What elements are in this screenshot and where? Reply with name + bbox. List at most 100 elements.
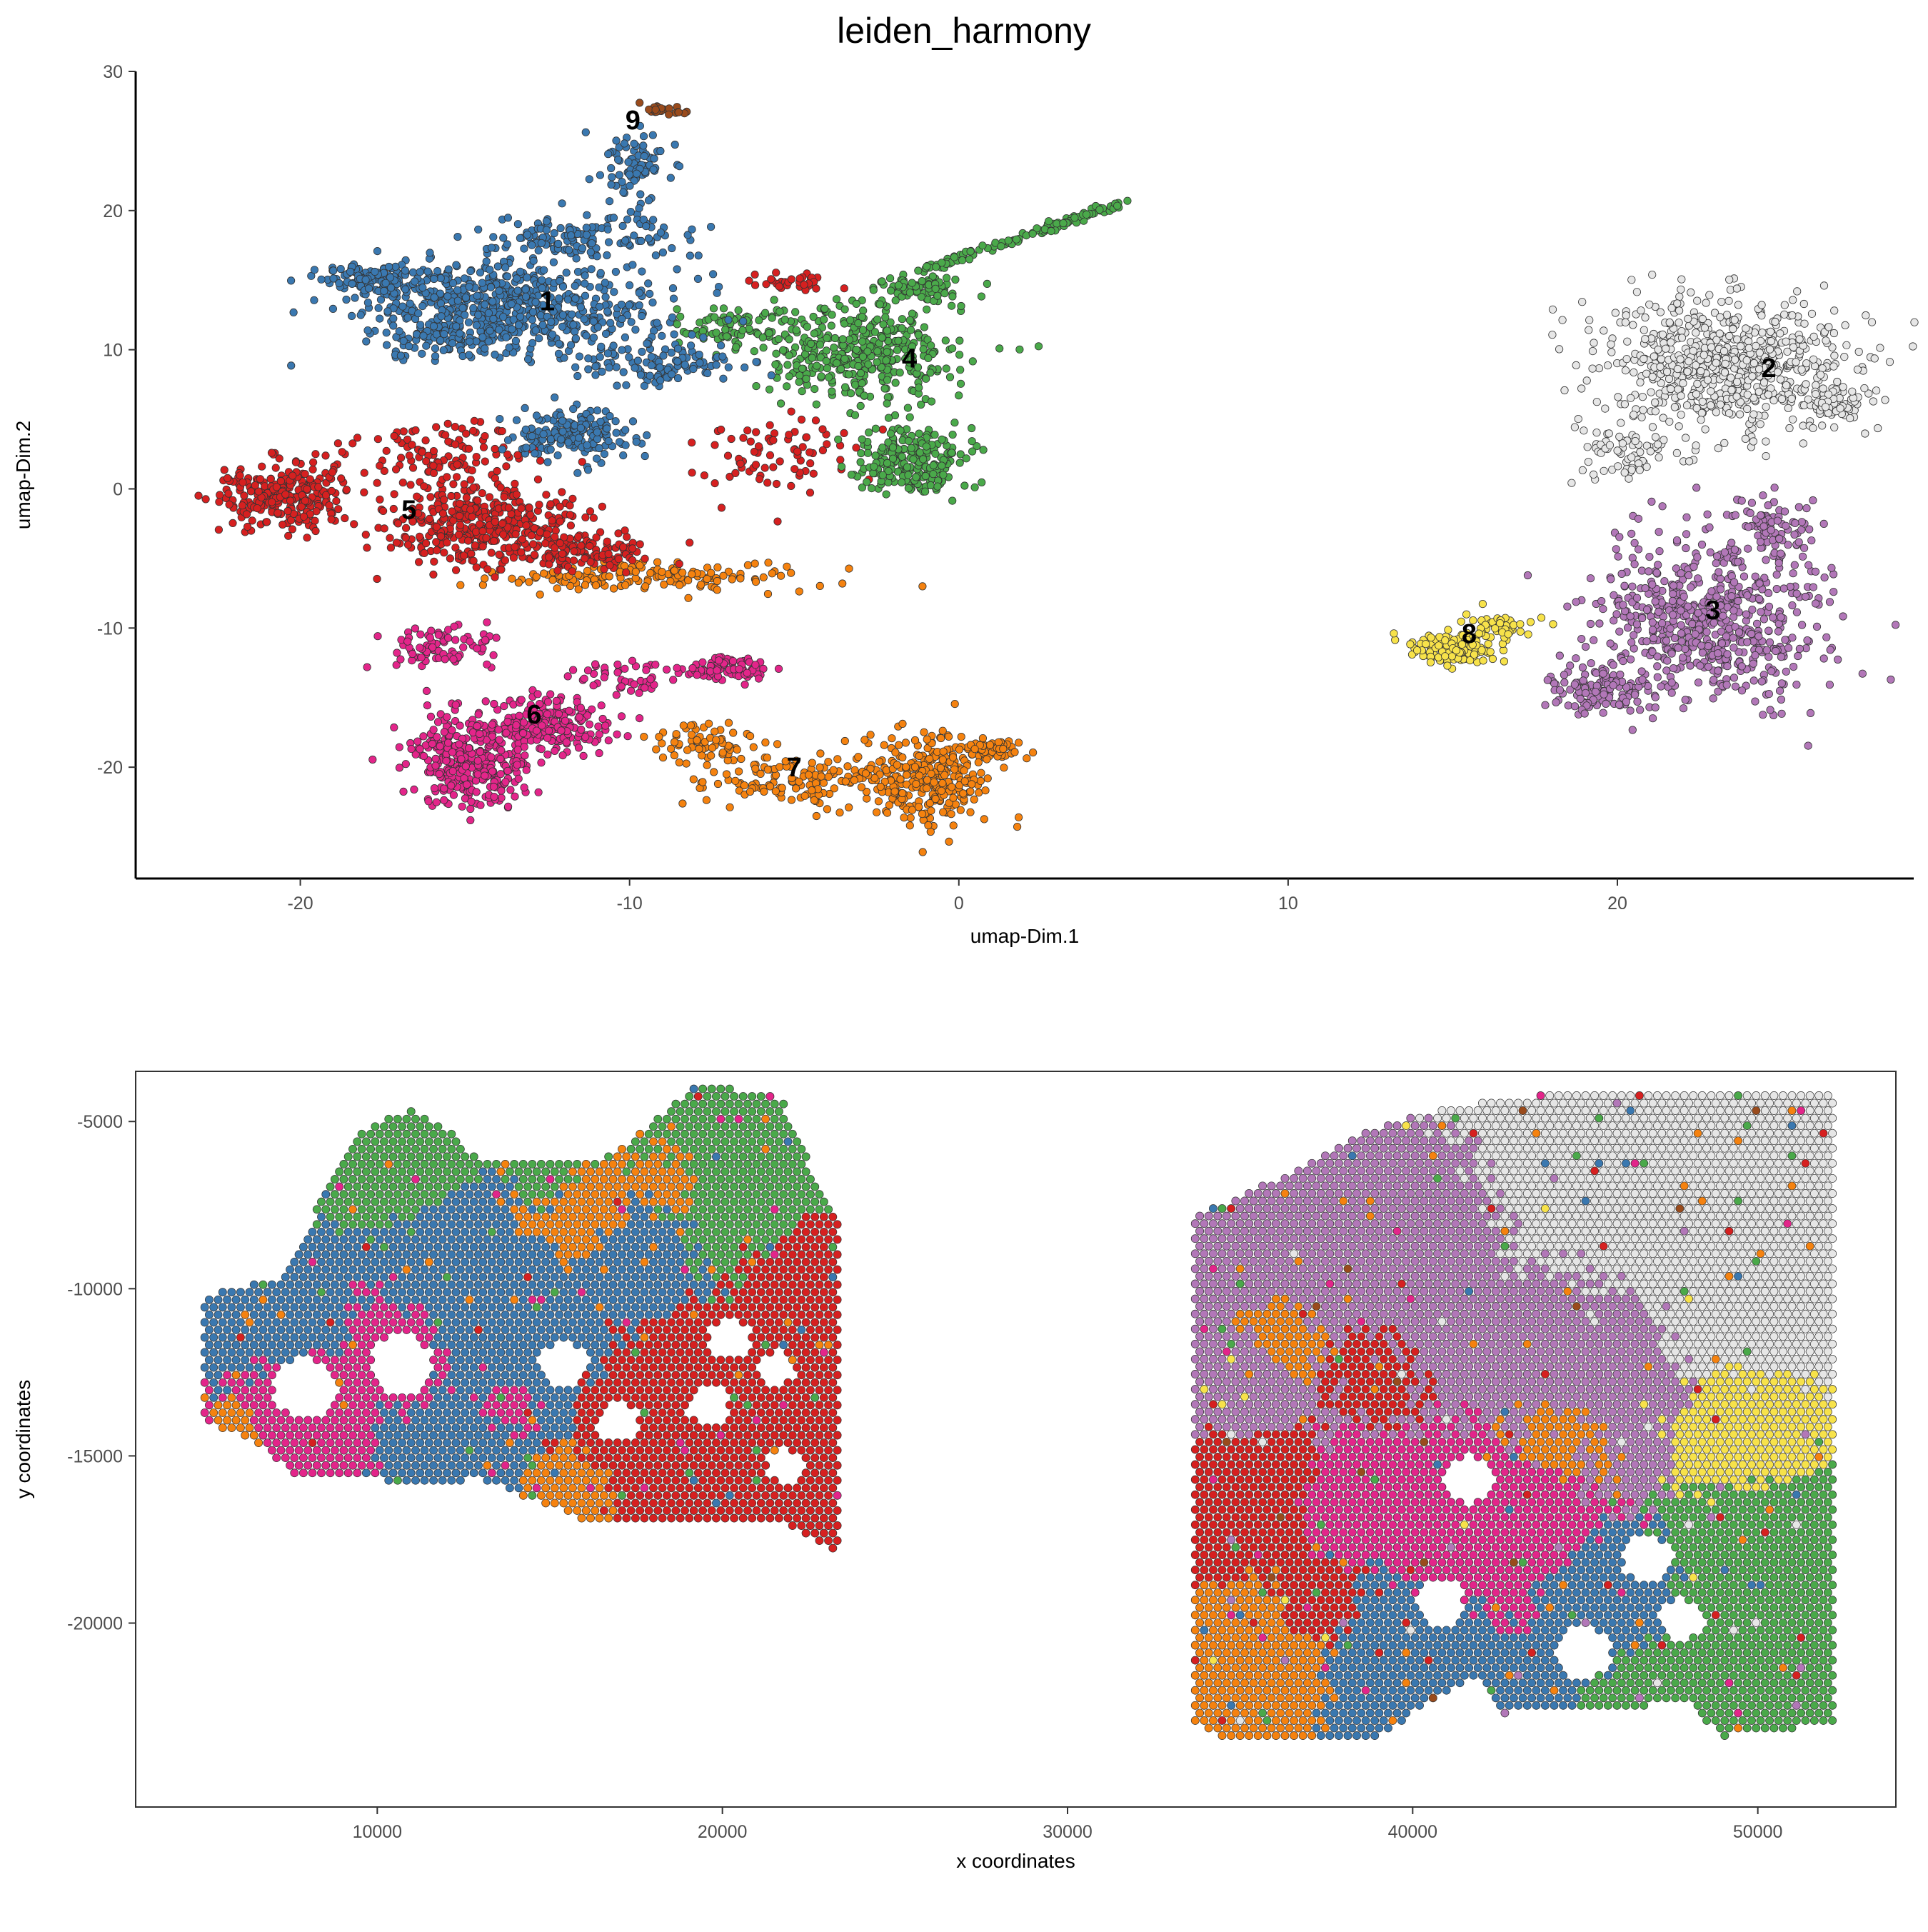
umap-point-cluster-5 bbox=[471, 541, 479, 550]
umap-point-cluster-6 bbox=[575, 713, 583, 721]
umap-point-cluster-3 bbox=[1630, 631, 1638, 639]
umap-point-cluster-2 bbox=[1558, 316, 1567, 324]
umap-point-cluster-2 bbox=[1846, 414, 1854, 423]
umap-point-cluster-3 bbox=[1677, 629, 1686, 638]
umap-point-cluster-6 bbox=[693, 671, 701, 679]
umap-point-cluster-4 bbox=[915, 429, 923, 438]
umap-point-cluster-5 bbox=[558, 488, 566, 496]
umap-point-cluster-4 bbox=[845, 370, 853, 379]
umap-point-cluster-3 bbox=[1615, 700, 1624, 709]
umap-point-cluster-3 bbox=[1714, 649, 1722, 658]
umap-point-cluster-4 bbox=[881, 313, 890, 321]
umap-point-cluster-4 bbox=[868, 484, 876, 493]
umap-point-cluster-3 bbox=[1717, 639, 1726, 648]
umap-point-cluster-6 bbox=[543, 710, 552, 719]
umap-point-cluster-7 bbox=[508, 574, 516, 583]
umap-point-cluster-3 bbox=[1680, 592, 1688, 601]
umap-point-cluster-6 bbox=[473, 756, 482, 765]
umap-point-cluster-7 bbox=[866, 731, 875, 739]
umap-point-cluster-5 bbox=[291, 458, 300, 466]
umap-point-cluster-3 bbox=[1628, 582, 1637, 591]
umap-point-cluster-2 bbox=[1583, 443, 1592, 451]
umap-point-cluster-3 bbox=[1777, 695, 1785, 704]
umap-point-cluster-4 bbox=[924, 354, 933, 362]
umap-point-cluster-8 bbox=[1478, 599, 1487, 609]
umap-point-cluster-7 bbox=[679, 721, 688, 730]
umap-point-cluster-3 bbox=[1792, 589, 1801, 598]
umap-point-cluster-5 bbox=[775, 282, 783, 291]
umap-point-cluster-4 bbox=[846, 316, 855, 324]
umap-point-cluster-6 bbox=[563, 672, 572, 681]
umap-point-cluster-6 bbox=[520, 784, 528, 792]
umap-point-cluster-4 bbox=[856, 401, 865, 411]
umap-point-cluster-7 bbox=[792, 784, 800, 793]
umap-point-cluster-2 bbox=[1749, 410, 1758, 419]
umap-point-cluster-5 bbox=[406, 481, 415, 489]
umap-point-cluster-3 bbox=[1663, 656, 1672, 665]
umap-point-cluster-5 bbox=[787, 275, 795, 284]
umap-point-cluster-6 bbox=[481, 636, 490, 644]
umap-point-cluster-6 bbox=[713, 666, 721, 675]
umap-point-cluster-6 bbox=[688, 664, 697, 673]
umap-point-cluster-7 bbox=[708, 744, 717, 752]
umap-point-cluster-7 bbox=[1013, 823, 1022, 831]
umap-point-cluster-2 bbox=[1822, 336, 1830, 345]
umap-point-cluster-2 bbox=[1675, 422, 1683, 431]
umap-point-cluster-5 bbox=[526, 511, 535, 519]
umap-point-cluster-3 bbox=[1636, 706, 1645, 714]
umap-point-cluster-7 bbox=[591, 581, 601, 590]
umap-point-cluster-3 bbox=[1552, 698, 1560, 707]
umap-point-cluster-6 bbox=[433, 733, 441, 741]
umap-point-cluster-2 bbox=[1692, 441, 1700, 450]
umap-point-cluster-2 bbox=[1698, 397, 1707, 406]
umap-point-cluster-5 bbox=[251, 481, 259, 490]
umap-point-cluster-4 bbox=[948, 301, 956, 310]
umap-point-cluster-7 bbox=[875, 757, 884, 766]
umap-point-cluster-5 bbox=[805, 489, 815, 497]
umap-point-cluster-6 bbox=[594, 722, 603, 731]
umap-point-cluster-5 bbox=[496, 483, 505, 492]
umap-point-cluster-3 bbox=[1737, 686, 1747, 695]
umap-point-cluster-6 bbox=[496, 770, 505, 779]
umap-point-cluster-6 bbox=[513, 761, 521, 769]
umap-point-cluster-5 bbox=[586, 507, 595, 516]
umap-point-cluster-3 bbox=[1807, 536, 1816, 545]
umap-point-cluster-3 bbox=[1696, 661, 1704, 670]
umap-point-cluster-3 bbox=[1743, 638, 1752, 646]
umap-point-cluster-3 bbox=[1802, 504, 1811, 513]
umap-point-cluster-5 bbox=[522, 521, 531, 530]
umap-point-cluster-7 bbox=[883, 809, 892, 817]
umap-point-cluster-5 bbox=[504, 504, 513, 512]
umap-point-cluster-7 bbox=[927, 806, 935, 815]
umap-point-cluster-5 bbox=[509, 554, 518, 562]
umap-point-cluster-3 bbox=[1648, 580, 1657, 589]
umap-point-cluster-4 bbox=[783, 382, 791, 391]
umap-point-cluster-5 bbox=[456, 499, 464, 508]
umap-point-cluster-5 bbox=[425, 514, 434, 524]
umap-point-cluster-3 bbox=[1669, 611, 1677, 619]
umap-point-cluster-5 bbox=[327, 486, 336, 496]
umap-point-cluster-2 bbox=[1627, 394, 1635, 402]
umap-point-cluster-2 bbox=[1574, 414, 1582, 424]
umap-point-cluster-6 bbox=[706, 667, 715, 676]
umap-point-cluster-6 bbox=[595, 730, 603, 739]
umap-point-cluster-7 bbox=[882, 766, 890, 774]
umap-point-cluster-2 bbox=[1830, 306, 1839, 315]
umap-point-cluster-5 bbox=[446, 554, 455, 563]
umap-point-cluster-7 bbox=[686, 721, 696, 730]
umap-point-cluster-5 bbox=[341, 514, 349, 523]
umap-point-cluster-6 bbox=[403, 637, 412, 646]
umap-point-cluster-4 bbox=[907, 444, 915, 452]
umap-point-cluster-4 bbox=[909, 455, 918, 464]
umap-point-cluster-3 bbox=[1580, 709, 1589, 718]
umap-point-cluster-5 bbox=[717, 425, 725, 434]
umap-point-cluster-3 bbox=[1806, 709, 1815, 718]
umap-point-cluster-3 bbox=[1819, 654, 1828, 663]
umap-point-cluster-5 bbox=[800, 280, 808, 289]
umap-point-cluster-3 bbox=[1751, 651, 1759, 660]
umap-point-cluster-4 bbox=[873, 315, 882, 324]
umap-point-cluster-7 bbox=[666, 577, 675, 586]
umap-point-cluster-7 bbox=[655, 733, 663, 741]
umap-point-cluster-5 bbox=[604, 549, 613, 559]
umap-point-cluster-3 bbox=[1658, 502, 1667, 511]
